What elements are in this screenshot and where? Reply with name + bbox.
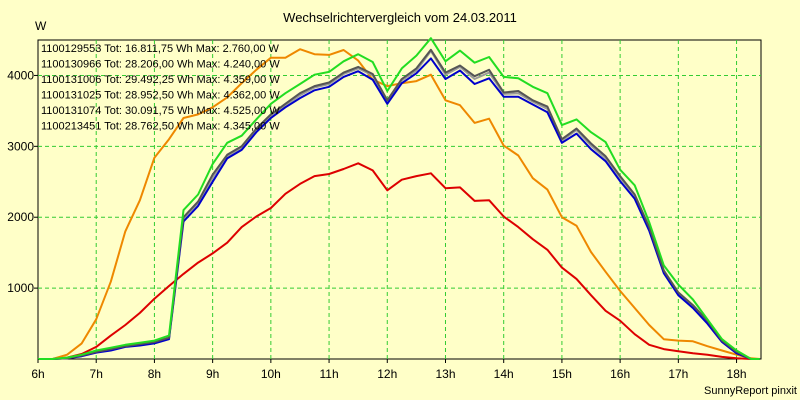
legend-entry-1100131074: 1100131074 Tot: 30.091,75 Wh Max: 4.525,… <box>41 105 280 117</box>
y-tick-label: 2000 <box>7 210 34 224</box>
x-tick-label: 9h <box>206 367 219 381</box>
y-axis-label: W <box>35 19 47 33</box>
y-tick-label: 3000 <box>7 139 34 153</box>
series-group <box>38 37 760 360</box>
legend-entry-1100129553: 1100129553 Tot: 16.811,75 Wh Max: 2.760,… <box>41 43 280 55</box>
x-tick-label: 8h <box>148 367 161 381</box>
credit-text: SunnyReport pinxit <box>704 385 797 397</box>
x-tick-label: 12h <box>377 367 397 381</box>
chart-title: Wechselrichtervergleich vom 24.03.2011 <box>283 10 517 25</box>
axis-group: 6h 7h 8h 9h 10h 11h 12h 13h 14h 15h 16h 17h 18h 1000 2… <box>7 68 746 381</box>
series-line-1100131025 <box>38 48 760 360</box>
x-tick-label: 7h <box>90 367 103 381</box>
x-tick-label: 11h <box>319 367 338 381</box>
y-tick-label: 4000 <box>7 68 34 82</box>
x-tick-label: 17h <box>668 367 688 381</box>
legend-entry-1100213451: 1100213451 Tot: 28.762,50 Wh Max: 4.345,… <box>41 121 280 133</box>
x-tick-label: 10h <box>261 367 281 381</box>
series-line-1100131074 <box>38 37 760 360</box>
x-tick-label: 6h <box>31 367 44 381</box>
legend: 1100129553 Tot: 16.811,75 Wh Max: 2.760,… <box>41 43 280 133</box>
y-tick-label: 1000 <box>7 281 34 295</box>
x-tick-label: 15h <box>552 367 572 381</box>
series-line-1100130966 <box>38 57 760 360</box>
legend-entry-1100131025: 1100131025 Tot: 28.952,50 Wh Max: 4.362,… <box>41 90 280 102</box>
grid <box>38 40 761 359</box>
x-tick-label: 18h <box>727 367 747 381</box>
x-tick-label: 16h <box>610 367 630 381</box>
legend-entry-1100131006: 1100131006 Tot: 29.492,25 Wh Max: 4.359,… <box>41 74 280 86</box>
series-line-1100129553 <box>38 162 760 360</box>
x-tick-label: 14h <box>494 367 514 381</box>
legend-entry-1100130966: 1100130966 Tot: 28.206,00 Wh Max: 4.240,… <box>41 59 280 71</box>
x-tick-label: 13h <box>435 367 455 381</box>
